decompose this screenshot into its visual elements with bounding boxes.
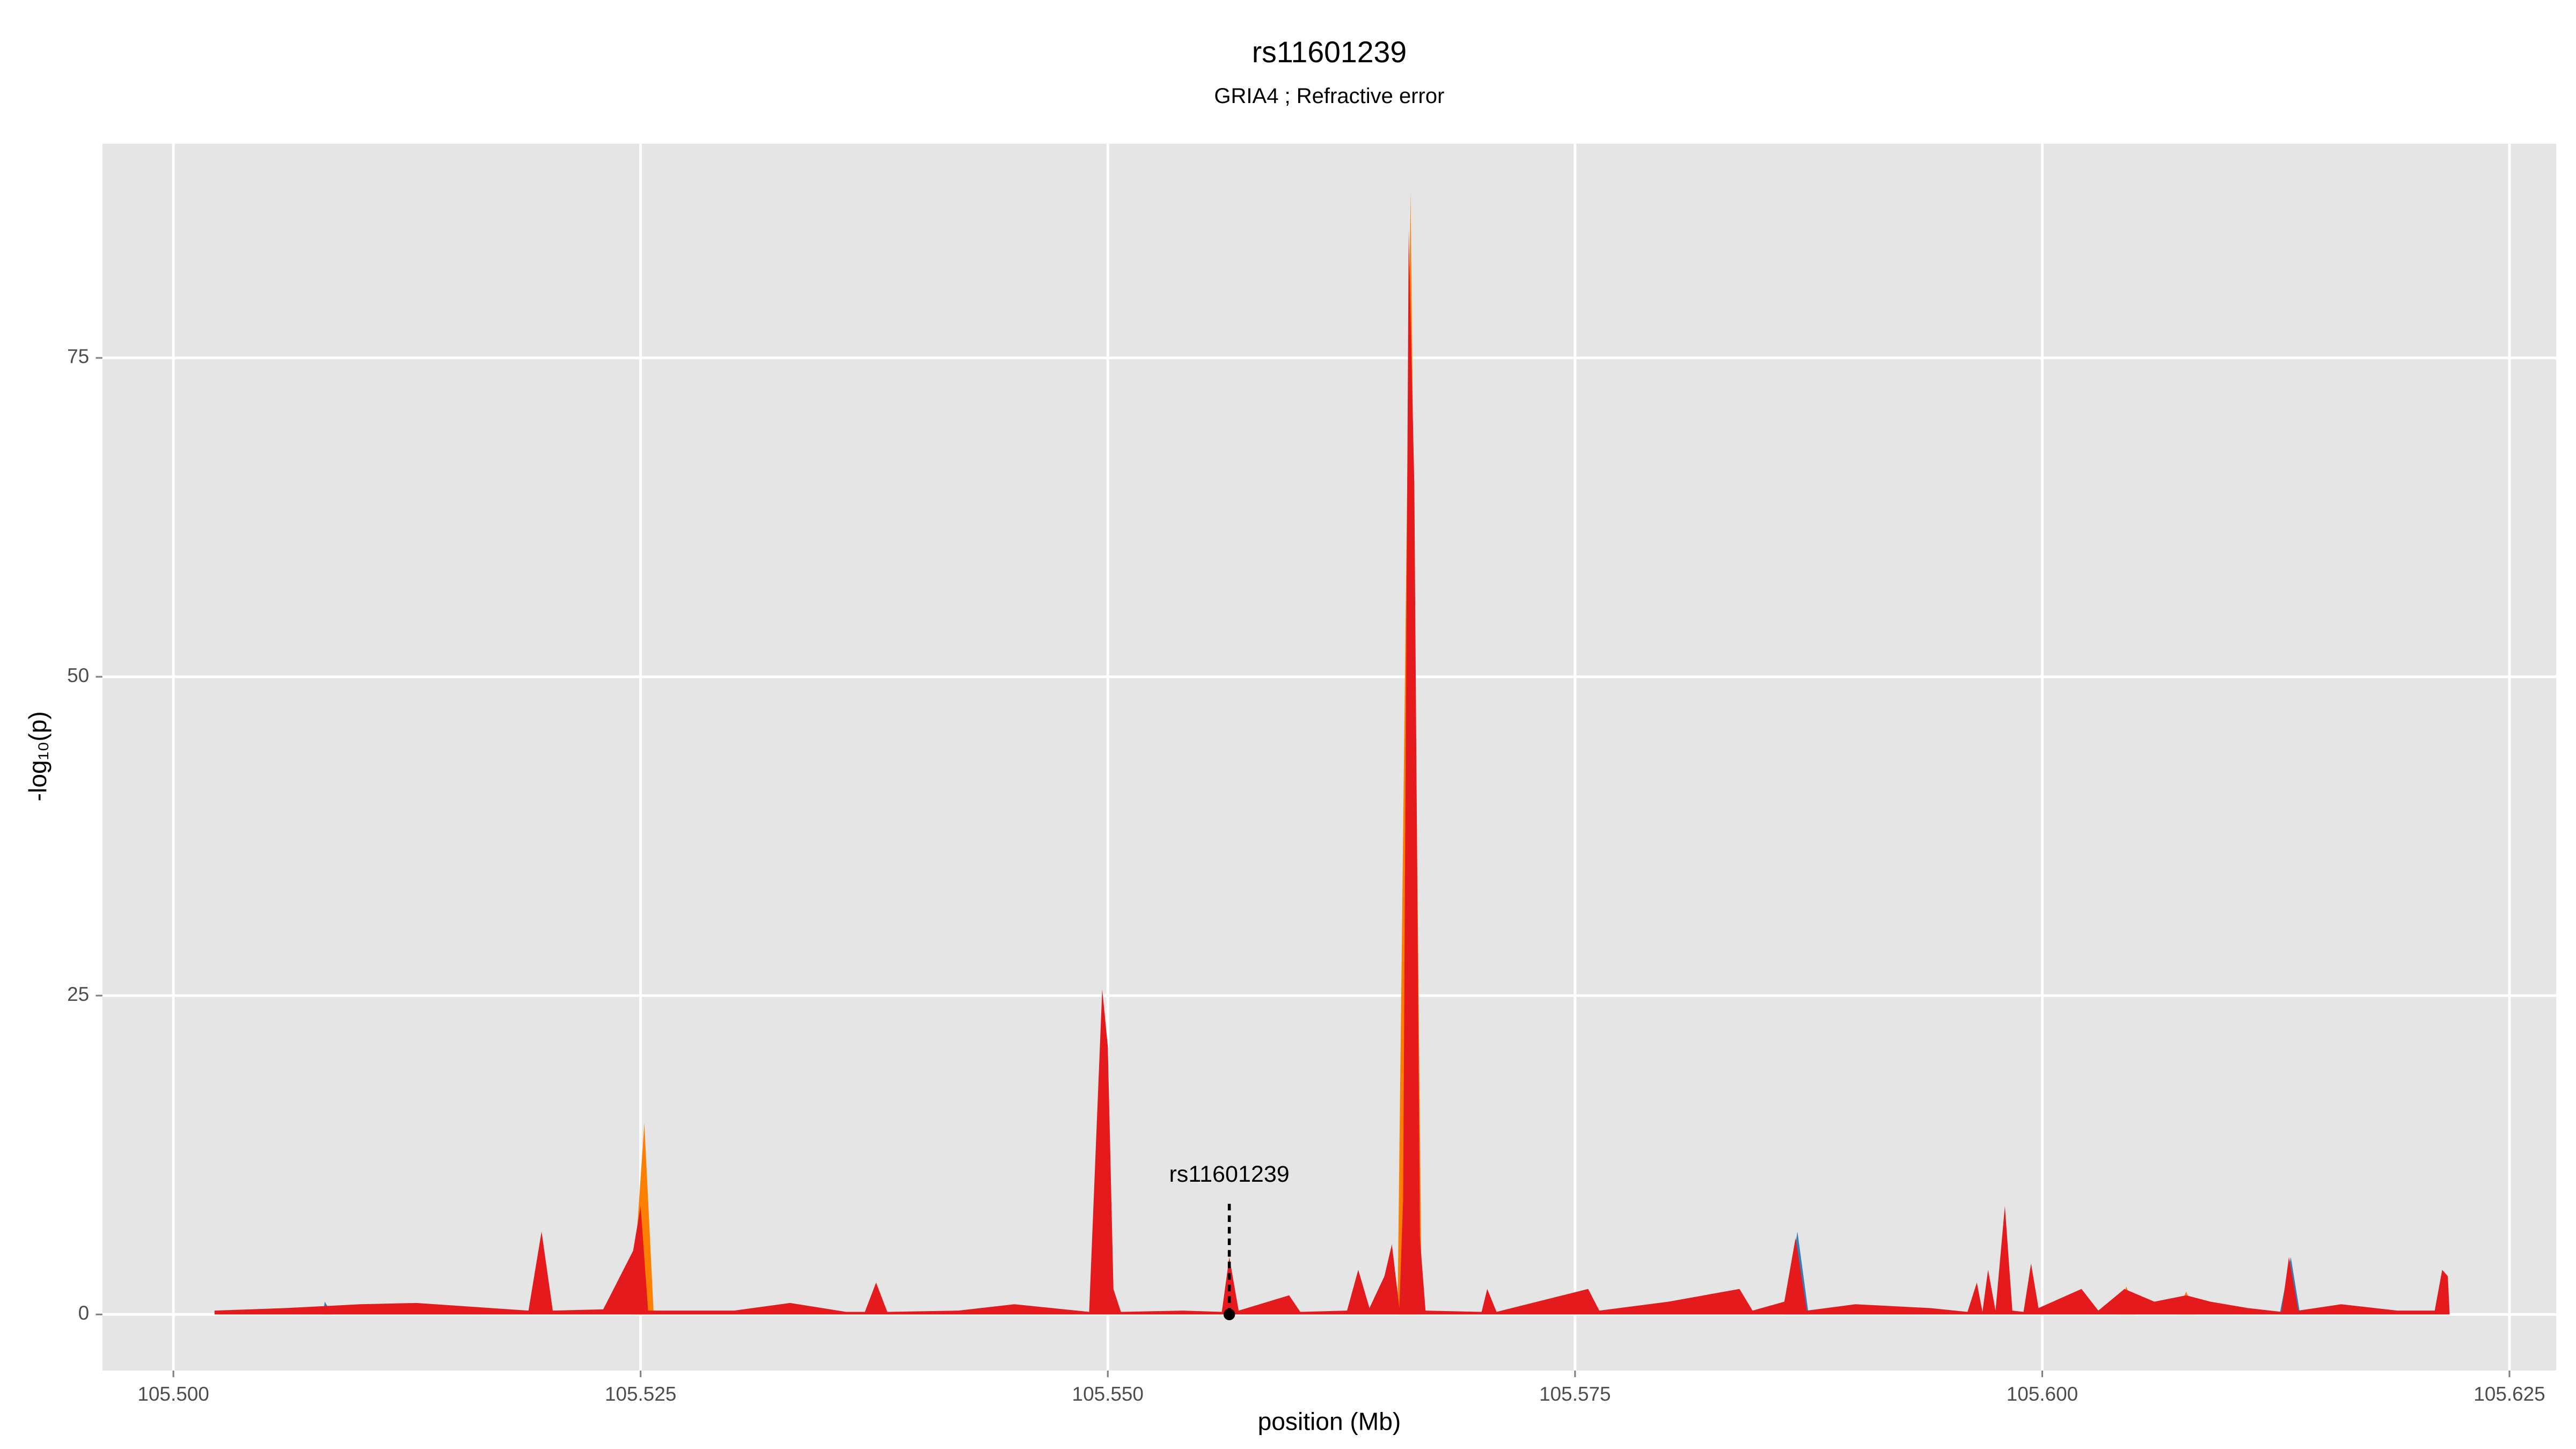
annotation-point <box>1223 1308 1235 1321</box>
chart-subtitle: GRIA4 ; Refractive error <box>1214 84 1444 108</box>
y-axis-label: -log₁₀(p) <box>24 711 52 801</box>
x-tick-label: 105.600 <box>2007 1383 2078 1405</box>
x-tick-label: 105.575 <box>1539 1383 1611 1405</box>
y-tick-label: 0 <box>78 1302 90 1324</box>
plot-background <box>102 143 2557 1371</box>
annotation-label: rs11601239 <box>1169 1161 1289 1187</box>
x-axis-label: position (Mb) <box>1258 1407 1401 1435</box>
x-tick-label: 105.550 <box>1072 1383 1144 1405</box>
y-tick-label: 25 <box>67 983 89 1005</box>
y-tick-label: 75 <box>67 346 89 368</box>
x-tick-label: 105.525 <box>605 1383 676 1405</box>
chart-title: rs11601239 <box>1252 35 1407 69</box>
x-tick-label: 105.625 <box>2473 1383 2545 1405</box>
x-tick-label: 105.500 <box>137 1383 209 1405</box>
y-tick-label: 50 <box>67 664 89 686</box>
